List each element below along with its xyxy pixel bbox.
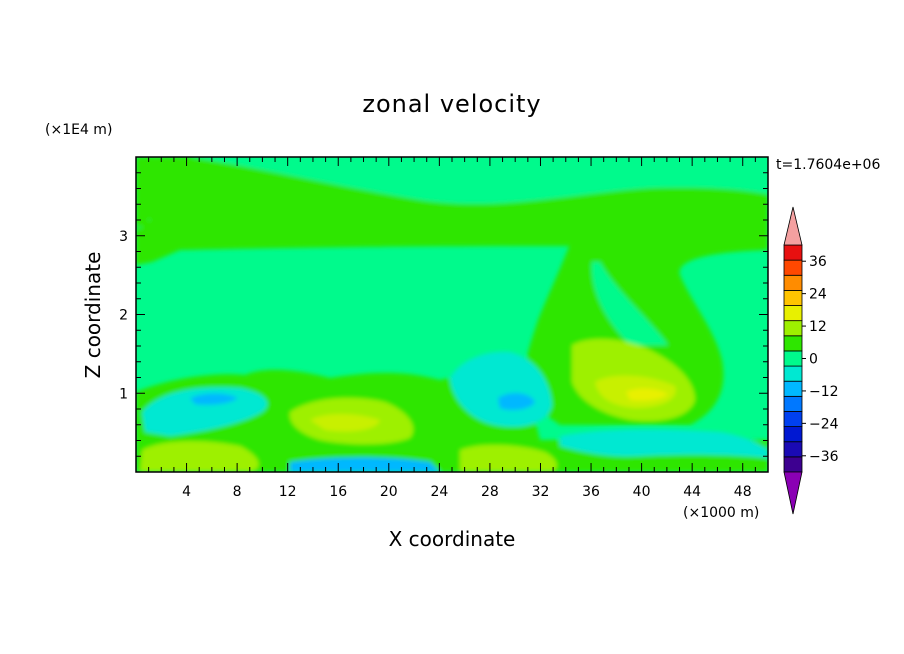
cyan-mid-eddy [450, 351, 552, 427]
colorbar-segment [783, 441, 803, 458]
colorbar-segment [783, 305, 803, 322]
colorbar-tick-label: 24 [809, 287, 827, 303]
x-tick-label: 44 [683, 484, 701, 500]
x-tick-label: 48 [734, 484, 752, 500]
colorbar-tick-label: −36 [809, 449, 839, 465]
cyan-bottom-right [560, 429, 768, 458]
yellow-lower-mid-inner [310, 414, 380, 432]
x-axis-label: X coordinate [389, 527, 516, 551]
colorbar-segment [783, 274, 803, 291]
x-tick-label: 40 [633, 484, 651, 500]
colorbar-segment [783, 426, 803, 443]
x-tick-label: 28 [481, 484, 499, 500]
colorbar-segment [783, 335, 803, 352]
x-tick-label: 20 [380, 484, 398, 500]
colorbar-tick-label: 0 [809, 352, 818, 368]
colorbar-segment [783, 320, 803, 337]
y-axis-label: Z coordinate [81, 252, 105, 379]
colorbar: 36 24 12 0 −12 −24 −36 [783, 206, 839, 515]
colorbar-segment [783, 244, 803, 261]
upper-green-shading [136, 157, 768, 238]
colorbar-segment [783, 350, 803, 367]
y-axis-ticks: 1 2 3 [119, 172, 768, 457]
y-tick-label: 1 [119, 386, 128, 402]
x-tick-label: 12 [279, 484, 297, 500]
colorbar-segment [783, 456, 803, 473]
colorbar-segment [783, 259, 803, 276]
x-tick-label: 32 [532, 484, 550, 500]
cyan-left-inner [190, 393, 238, 405]
x-tick-label: 8 [233, 484, 242, 500]
x-tick-label: 36 [582, 484, 600, 500]
plume-light-interior [591, 262, 668, 345]
colorbar-segment [783, 395, 803, 412]
time-label: t=1.7604e+06 [776, 157, 880, 173]
contour-field [136, 157, 768, 472]
colorbar-tick-label: 36 [809, 254, 827, 270]
yellow-max [626, 388, 668, 401]
x-tick-label: 16 [329, 484, 347, 500]
colorbar-segment [783, 289, 803, 306]
colorbar-over-arrow [783, 206, 803, 246]
upper-light-inner [136, 157, 768, 191]
green-band-z3 [136, 228, 768, 265]
cyan-left-eddy [142, 387, 268, 436]
colorbar-segment [783, 380, 803, 397]
colorbar-under-arrow [783, 471, 803, 515]
colorbar-tick-label: 12 [809, 319, 827, 335]
colorbar-tick-label: −24 [809, 416, 839, 432]
colorbar-tick-label: −12 [809, 384, 839, 400]
y-axis-unit: (×1E4 m) [45, 122, 112, 138]
y-tick-label: 2 [119, 308, 128, 324]
colorbar-segment [783, 411, 803, 428]
y-tick-label: 3 [119, 229, 128, 245]
cyan-mid-inner [498, 393, 535, 410]
blue-surface-patch [290, 457, 440, 472]
yellow-green-lower-left [140, 441, 259, 472]
x-tick-label: 24 [430, 484, 448, 500]
green-lower-right-band [460, 444, 557, 472]
colorbar-segment [783, 365, 803, 382]
x-axis-unit: (×1000 m) [683, 505, 759, 521]
x-axis-ticks: 4 8 12 16 20 24 28 32 36 40 44 48 [148, 157, 756, 500]
x-tick-label: 4 [182, 484, 191, 500]
chart-title: zonal velocity [362, 90, 541, 118]
